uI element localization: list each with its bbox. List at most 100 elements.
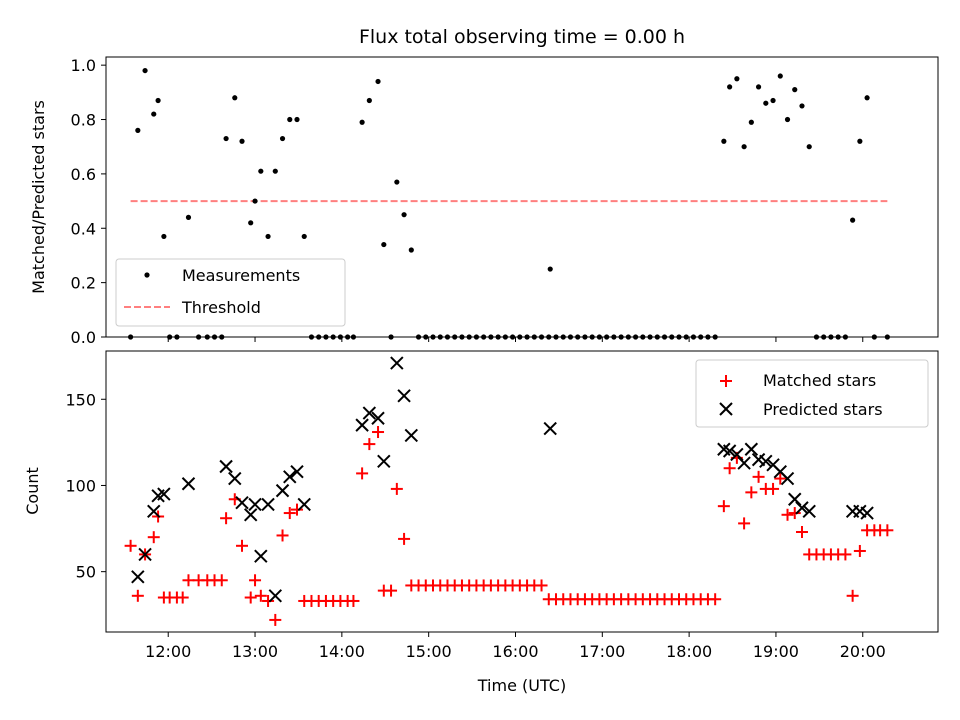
matched-star-point-102 [853, 544, 866, 557]
count-y-axis-label: Count [23, 467, 42, 515]
measurement-point-13 [223, 135, 229, 142]
measurement-point-85 [734, 76, 740, 82]
measurement-point-8 [185, 214, 192, 220]
measurement-point-93 [792, 87, 798, 93]
ratio-y-tick-label-1: 0.2 [71, 274, 96, 293]
measurement-point-89 [763, 100, 769, 106]
predicted-star-point-21 [377, 454, 391, 469]
predicted-star-point-0 [131, 570, 145, 584]
matched-star-point-17 [244, 591, 257, 604]
measurement-point-15 [239, 138, 245, 144]
predicted-star-point-15 [283, 470, 297, 484]
ratio-y-tick-label-3: 0.6 [71, 165, 96, 184]
measurement-point-24 [301, 233, 307, 240]
measurement-point-3 [151, 111, 157, 117]
predicted-star-point-32 [759, 454, 773, 469]
matched-star-point-90 [767, 482, 780, 495]
matched-star-point-86 [738, 517, 751, 530]
matched-star-point-92 [781, 508, 794, 521]
measurement-point-102 [857, 138, 863, 144]
matched-star-point-9 [182, 574, 195, 587]
matched-star-point-82 [709, 593, 722, 606]
ratio-y-tick-label-0: 0.0 [71, 328, 96, 347]
measurement-point-19 [265, 233, 271, 240]
matched-star-point-14 [220, 512, 233, 525]
predicted-star-point-2 [147, 504, 161, 519]
matched-star-point-22 [276, 529, 289, 542]
matched-star-point-32 [347, 594, 360, 607]
matched-star-point-13 [215, 574, 228, 587]
measurement-point-95 [806, 144, 812, 150]
measurement-point-18 [258, 168, 264, 174]
chart-title: Flux total observing time = 0.00 h [359, 26, 685, 48]
matched-star-point-39 [398, 532, 411, 545]
matched-star-point-24 [290, 503, 303, 516]
legend-predicted-marker [719, 402, 733, 416]
predicted-star-point-30 [744, 442, 759, 456]
predicted-star-point-13 [268, 589, 283, 603]
predicted-star-point-1 [138, 547, 152, 562]
matched-star-point-84 [723, 462, 736, 475]
measurement-point-88 [755, 84, 762, 90]
measurement-point-34 [375, 78, 381, 85]
predicted-star-point-35 [780, 471, 795, 486]
measurement-point-14 [232, 95, 238, 101]
measurement-point-17 [252, 198, 258, 204]
count-x-tick-label-1: 13:00 [232, 642, 278, 661]
matched-star-point-91 [774, 472, 787, 485]
count-ticks: 12:00 13:00 14:00 15:00 16:00 17:00 18:00 19:00… [65, 390, 885, 661]
predicted-star-point-12 [261, 497, 275, 512]
matched-star-point-83 [717, 500, 730, 513]
predicted-star-point-23 [397, 389, 411, 403]
measurement-point-21 [279, 135, 286, 142]
matched-star-point-101 [846, 589, 859, 602]
matched-star-point-38 [390, 482, 403, 495]
matched-star-point-0 [124, 539, 137, 552]
count-x-tick-label-7: 19:00 [753, 642, 799, 661]
matched-star-point-37 [385, 584, 398, 597]
matched-star-point-33 [356, 467, 369, 480]
measurement-point-5 [161, 233, 167, 240]
predicted-star-point-22 [390, 356, 404, 370]
measurement-point-23 [294, 116, 300, 123]
x-axis-label: Time (UTC) [477, 676, 566, 695]
measurement-point-90 [770, 97, 776, 104]
ratio-y-tick-label-4: 0.8 [71, 111, 96, 130]
count-legend: Matched stars Predicted stars [695, 359, 929, 428]
measurement-point-38 [401, 212, 407, 218]
predicted-star-point-16 [290, 464, 304, 479]
measurement-point-22 [287, 116, 293, 123]
count-y-tick-label-1: 100 [65, 476, 96, 495]
legend-measurements-marker [144, 272, 150, 278]
ratio-legend-box [115, 258, 346, 327]
matched-star-point-18 [249, 574, 262, 587]
predicted-star-point-6 [219, 459, 233, 474]
matched-star-point-16 [236, 539, 249, 552]
count-x-tick-label-4: 16:00 [492, 642, 538, 661]
measurement-point-20 [272, 168, 278, 174]
measurement-point-94 [799, 103, 805, 109]
count-x-tick-label-6: 18:00 [666, 642, 712, 661]
count-marks [124, 356, 894, 626]
count-y-tick-label-2: 150 [65, 390, 96, 409]
matched-star-point-3 [147, 531, 160, 544]
ratio-y-tick-label-5: 1.0 [71, 56, 96, 75]
matched-star-point-34 [363, 438, 376, 451]
measurement-point-92 [784, 116, 791, 123]
predicted-star-point-29 [737, 456, 751, 470]
measurement-point-2 [142, 67, 148, 74]
predicted-star-point-38 [802, 504, 816, 519]
count-x-tick-label-5: 17:00 [579, 642, 625, 661]
count-legend-box [695, 359, 929, 428]
measurement-point-83 [721, 138, 727, 144]
predicted-star-point-18 [355, 418, 369, 432]
measurement-point-87 [748, 119, 754, 125]
predicted-star-point-19 [362, 406, 377, 420]
predicted-star-point-37 [795, 501, 809, 515]
matched-star-point-87 [745, 486, 758, 499]
legend-measurements-label: Measurements [182, 266, 300, 285]
ratio-ticks: 0.0 0.2 0.4 0.6 0.8 1.0 [71, 56, 864, 347]
matched-star-point-58 [535, 579, 548, 592]
predicted-star-point-14 [275, 483, 290, 498]
predicted-star-point-4 [157, 487, 171, 501]
